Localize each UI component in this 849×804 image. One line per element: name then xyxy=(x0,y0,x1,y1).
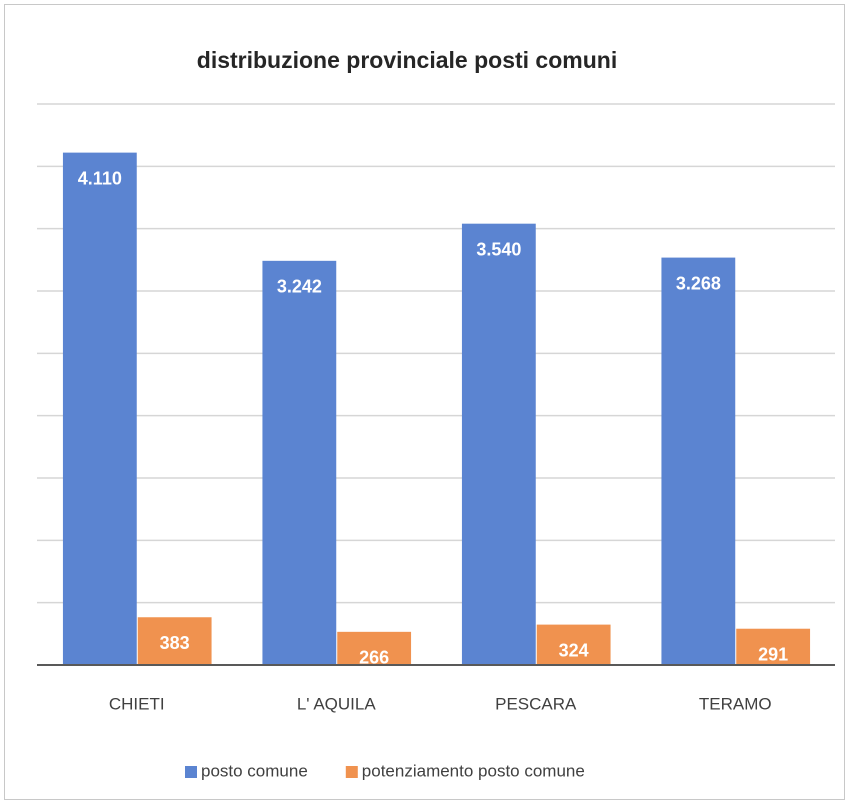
chart-title: distribuzione provinciale posti comuni xyxy=(197,47,617,73)
bar xyxy=(661,257,736,665)
value-label: 383 xyxy=(160,633,190,653)
x-tick-label: CHIETI xyxy=(109,694,165,713)
legend-swatch xyxy=(345,766,358,778)
value-label: 266 xyxy=(359,648,389,668)
value-label: 324 xyxy=(559,640,589,660)
value-label: 3.540 xyxy=(476,239,521,259)
value-label: 4.110 xyxy=(78,168,122,188)
bar xyxy=(461,223,536,665)
bar xyxy=(736,628,811,665)
legend-label: posto comune xyxy=(201,761,308,780)
value-label: 3.242 xyxy=(277,277,322,297)
bar xyxy=(62,152,137,665)
bar xyxy=(262,260,337,665)
bar xyxy=(137,617,212,665)
x-tick-label: L' AQUILA xyxy=(297,694,377,713)
value-label: 291 xyxy=(758,644,788,664)
bar xyxy=(337,631,412,665)
value-label: 3.268 xyxy=(676,273,721,293)
x-tick-label: PESCARA xyxy=(495,694,577,713)
x-tick-label: TERAMO xyxy=(699,694,772,713)
bar xyxy=(536,624,611,665)
legend-swatch xyxy=(185,766,197,778)
legend-label: potenziamento posto comune xyxy=(362,761,585,780)
